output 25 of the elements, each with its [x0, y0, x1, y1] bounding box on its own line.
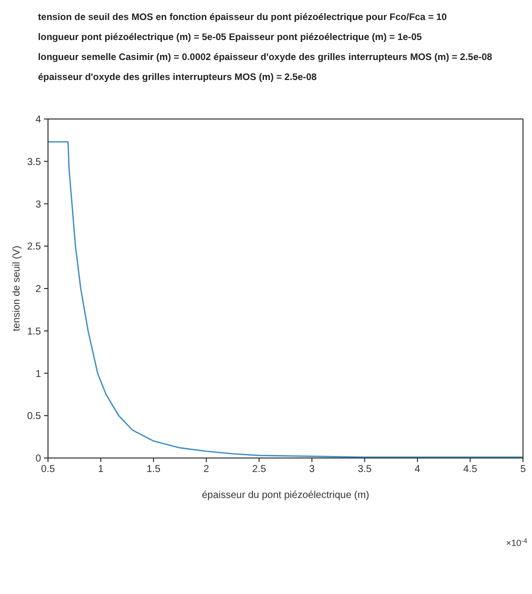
x-tick-label: 2: [204, 464, 210, 476]
y-tick-label: 0.5: [27, 411, 42, 422]
x-tick-label: 1.5: [146, 464, 161, 476]
x-tick-label: 1: [98, 464, 104, 476]
text: épaisseur d'oxyde des grilles interrupteurs MOS (m) = 2.5e-08: [38, 71, 318, 85]
y-tick-label: 3: [35, 199, 42, 210]
x-axis-title: épaisseur du pont piézoélectrique (m): [202, 490, 370, 501]
x-tick-label: 4: [414, 464, 421, 476]
y-tick-label: 1: [35, 368, 42, 380]
y-tick-label: 3.5: [27, 156, 42, 168]
y-tick-label: 2.5: [27, 242, 42, 253]
text: longueur semelle Casimir (m) = 0.0002 épaisseur d'oxyde des grilles interrupteurs MOS (m) = 2.5e-08: [38, 51, 494, 65]
x-tick-label: 5: [520, 464, 526, 476]
y-tick-label: 2: [35, 284, 42, 296]
text: ×10$^{-4}$: [506, 538, 528, 548]
x-tick-label: 4.5: [463, 464, 478, 476]
y-tick-label: 4: [35, 114, 42, 126]
x-tick-label: 3: [309, 464, 316, 476]
chart-title: tension de seuil des MOS en fonction épaisseur du pont piézoélectrique pour Fco/Fca = 10: [38, 11, 448, 25]
y-tick-label: 0: [35, 454, 42, 465]
x-tick-label: 3.5: [358, 464, 372, 476]
y-tick-label: 1.5: [27, 326, 42, 338]
y-axis-title: tension de seuil (V): [12, 246, 23, 332]
text: longueur pont piézoélectrique (m) = 5e-05 Epaisseur pont piézoélectrique (m) = 1e-05: [38, 31, 423, 45]
x-tick-label: 2.5: [252, 464, 266, 476]
